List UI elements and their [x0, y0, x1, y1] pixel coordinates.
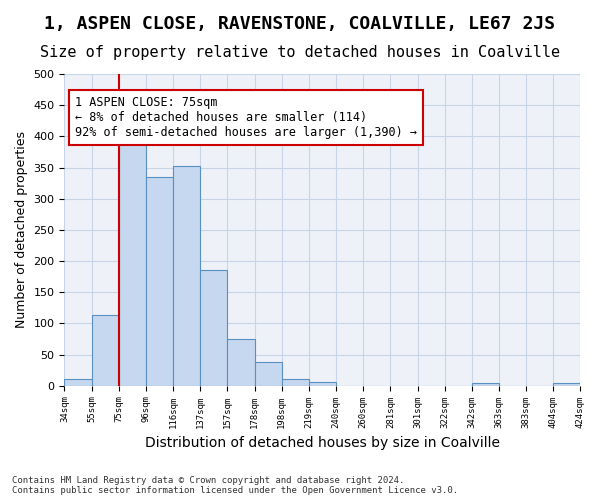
- Y-axis label: Number of detached properties: Number of detached properties: [15, 132, 28, 328]
- Bar: [227, 339, 254, 386]
- Bar: [309, 382, 336, 386]
- Bar: [553, 382, 580, 386]
- Bar: [200, 270, 227, 386]
- Text: 1 ASPEN CLOSE: 75sqm
← 8% of detached houses are smaller (114)
92% of semi-detac: 1 ASPEN CLOSE: 75sqm ← 8% of detached ho…: [75, 96, 417, 139]
- Bar: [254, 362, 282, 386]
- Bar: [282, 380, 309, 386]
- Text: Size of property relative to detached houses in Coalville: Size of property relative to detached ho…: [40, 45, 560, 60]
- Bar: [92, 316, 119, 386]
- Bar: [472, 383, 499, 386]
- Bar: [64, 380, 92, 386]
- Text: 1, ASPEN CLOSE, RAVENSTONE, COALVILLE, LE67 2JS: 1, ASPEN CLOSE, RAVENSTONE, COALVILLE, L…: [44, 15, 556, 33]
- Text: Contains HM Land Registry data © Crown copyright and database right 2024.
Contai: Contains HM Land Registry data © Crown c…: [12, 476, 458, 495]
- X-axis label: Distribution of detached houses by size in Coalville: Distribution of detached houses by size …: [145, 436, 500, 450]
- Bar: [173, 166, 200, 386]
- Bar: [146, 177, 173, 386]
- Bar: [119, 142, 146, 386]
